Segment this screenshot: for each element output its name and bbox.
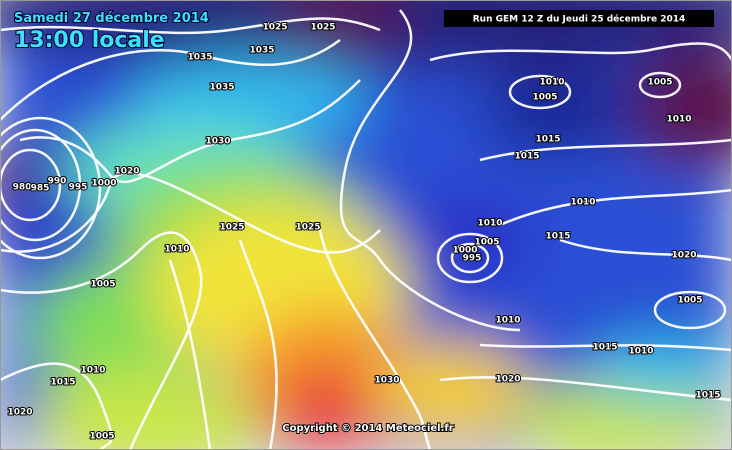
isobar-label: 1005: [677, 296, 702, 306]
run-info: Run GEM 12 Z du Jeudi 25 décembre 2014: [473, 14, 686, 25]
isobar-label: 1025: [310, 23, 335, 33]
isobar-label: 1020: [495, 375, 520, 385]
isobar-label: 1015: [592, 343, 617, 353]
isobar-label: 995: [69, 183, 88, 193]
isobar-label: 1035: [187, 53, 212, 63]
isobar-label: 1005: [474, 238, 499, 248]
isobar-label: 1015: [50, 378, 75, 388]
isobar-label: 1010: [495, 316, 520, 326]
isobar-lines: [0, 9, 732, 450]
isobar-label: 995: [463, 254, 482, 264]
isobar-label: 1005: [89, 432, 114, 442]
isobar-label: 1030: [374, 376, 399, 386]
isobar-label: 1015: [514, 152, 539, 162]
time-label: 13:00 locale: [14, 28, 165, 53]
isobar-label: 1010: [666, 115, 691, 125]
isobar-label: 990: [48, 177, 67, 187]
isobar-label: 1020: [671, 251, 696, 261]
isobar-label: 1010: [164, 245, 189, 255]
isobar-label: 1000: [452, 246, 477, 256]
isobar-label: 1005: [90, 280, 115, 290]
copyright: Copyright © 2014 Meteociel.fr: [282, 423, 453, 434]
isobar-label: 1010: [80, 366, 105, 376]
isobar-label: 1020: [7, 408, 32, 418]
isobar-label: 1035: [209, 83, 234, 93]
isobar-label: 1000: [91, 179, 116, 189]
isobar-label: 1030: [205, 137, 230, 147]
isobar-label: 1020: [114, 167, 139, 177]
isobar-label: 985: [31, 184, 50, 194]
isobar-label: 1010: [628, 347, 653, 357]
isobar-label: 1005: [532, 93, 557, 103]
isobar-label: 1005: [647, 78, 672, 88]
isobar-label: 1025: [262, 23, 287, 33]
isobar-label: 1025: [219, 223, 244, 233]
isobar-label: 1025: [295, 223, 320, 233]
isobar-label: 980: [13, 183, 32, 193]
isobar-label: 1015: [545, 232, 570, 242]
isobar-label: 1010: [477, 219, 502, 229]
isobar-label: 1035: [249, 46, 274, 56]
isobar-label: 1010: [539, 78, 564, 88]
date-label: Samedi 27 décembre 2014: [14, 11, 209, 26]
isobar-label: 1010: [570, 198, 595, 208]
run-box: [444, 10, 714, 27]
isobar-label: 1015: [695, 391, 720, 401]
isobar-label: 1015: [535, 135, 560, 145]
